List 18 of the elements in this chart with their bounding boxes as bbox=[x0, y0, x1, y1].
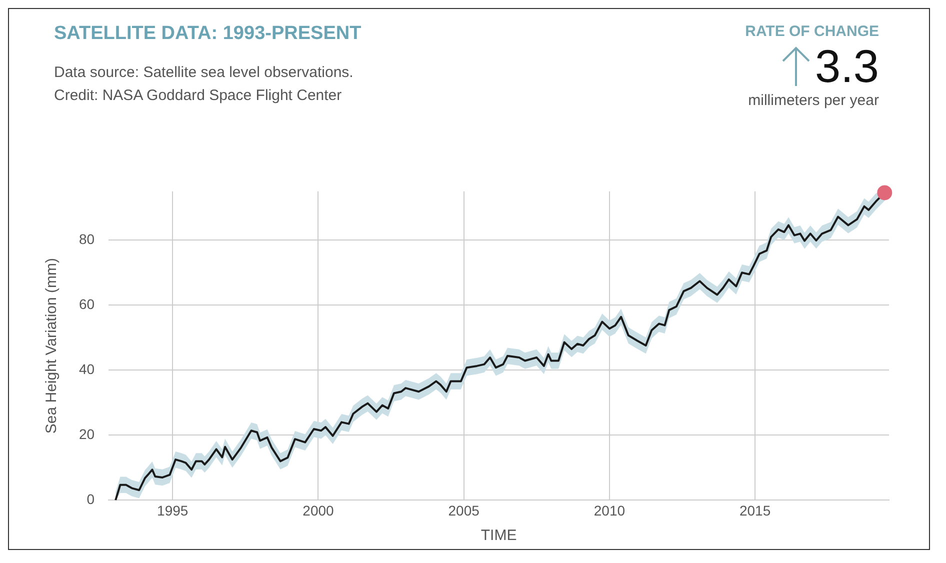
y-tick-label: 20 bbox=[78, 426, 95, 442]
x-axis-title: TIME bbox=[480, 527, 517, 544]
x-tick-label: 2010 bbox=[594, 502, 626, 518]
text: RATE OF CHANGE bbox=[745, 23, 879, 40]
y-tick-label: 40 bbox=[78, 361, 95, 378]
x-tick-label: 2005 bbox=[448, 502, 480, 518]
y-tick-label: 60 bbox=[78, 296, 95, 312]
y-tick-label: 80 bbox=[78, 231, 95, 248]
chart-subtitle: Data source: Satellite sea level observations. bbox=[54, 63, 354, 83]
x-tick-label: 2015 bbox=[739, 502, 771, 518]
y-axis-title: Sea Height Variation (mm) bbox=[43, 258, 60, 434]
text: millimeters per year bbox=[747, 92, 879, 109]
x-tick-label: 1995 bbox=[157, 502, 188, 518]
x-tick-label: 2000 bbox=[302, 502, 334, 518]
y-tick-label: 0 bbox=[86, 491, 95, 508]
chart-title: SATELLITE DATA: 1993-PRESENT bbox=[54, 23, 362, 45]
text: Credit: NASA Goddard Space Flight Center bbox=[54, 86, 343, 106]
text: 3.3 bbox=[815, 39, 879, 93]
